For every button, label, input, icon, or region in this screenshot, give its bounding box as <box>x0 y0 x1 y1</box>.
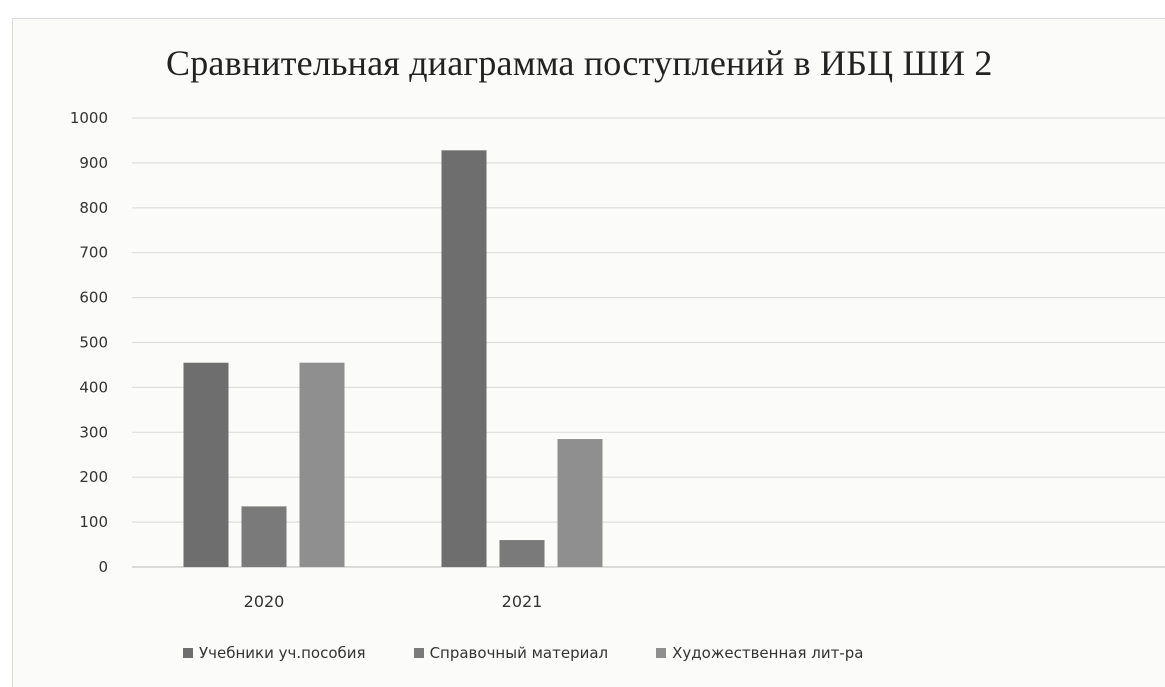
bar-2021-series-0 <box>441 150 487 567</box>
bar-2020-series-2 <box>299 362 345 567</box>
y-tick-label: 900 <box>79 154 108 172</box>
y-tick-label: 400 <box>79 378 108 396</box>
legend-item-reference: Справочный материал <box>413 644 609 662</box>
bar-2020-series-0 <box>183 362 229 567</box>
legend-label-textbooks: Учебники уч.пособия <box>199 644 366 662</box>
x-category-label: 2021 <box>502 592 543 611</box>
chart-frame <box>12 18 1165 687</box>
y-tick-label: 200 <box>79 468 108 486</box>
legend-swatch-reference <box>413 648 424 658</box>
bar-2020-series-1 <box>241 506 287 567</box>
x-category-label: 2020 <box>244 592 285 611</box>
y-tick-label: 700 <box>79 244 108 262</box>
legend-swatch-fiction <box>656 648 667 658</box>
y-tick-label: 300 <box>79 423 108 441</box>
legend-swatch-textbooks <box>183 648 193 658</box>
y-axis-ticks: 0 100 200 300 400 500 600 700 800 900 1000 <box>70 109 108 576</box>
y-tick-label: 500 <box>79 334 108 352</box>
y-tick-label: 100 <box>79 513 108 531</box>
legend: Учебники уч.пособия Справочный материал … <box>183 644 863 662</box>
legend-label-reference: Справочный материал <box>429 644 609 662</box>
y-tick-label: 800 <box>79 199 108 217</box>
y-tick-label: 0 <box>98 558 108 576</box>
x-axis-categories: 2020 2021 <box>244 592 543 611</box>
bar-2021-series-2 <box>557 439 603 567</box>
bar-2021-series-1 <box>499 540 545 567</box>
legend-item-fiction: Художественная лит-ра <box>656 644 863 662</box>
legend-item-textbooks: Учебники уч.пособия <box>183 644 366 662</box>
chart-title: Сравнительная диаграмма поступлений в ИБ… <box>166 43 993 83</box>
legend-label-fiction: Художественная лит-ра <box>672 644 864 662</box>
gridlines <box>132 117 1165 568</box>
bars <box>183 150 603 567</box>
y-tick-label: 600 <box>79 289 108 307</box>
y-tick-label: 1000 <box>70 109 108 127</box>
